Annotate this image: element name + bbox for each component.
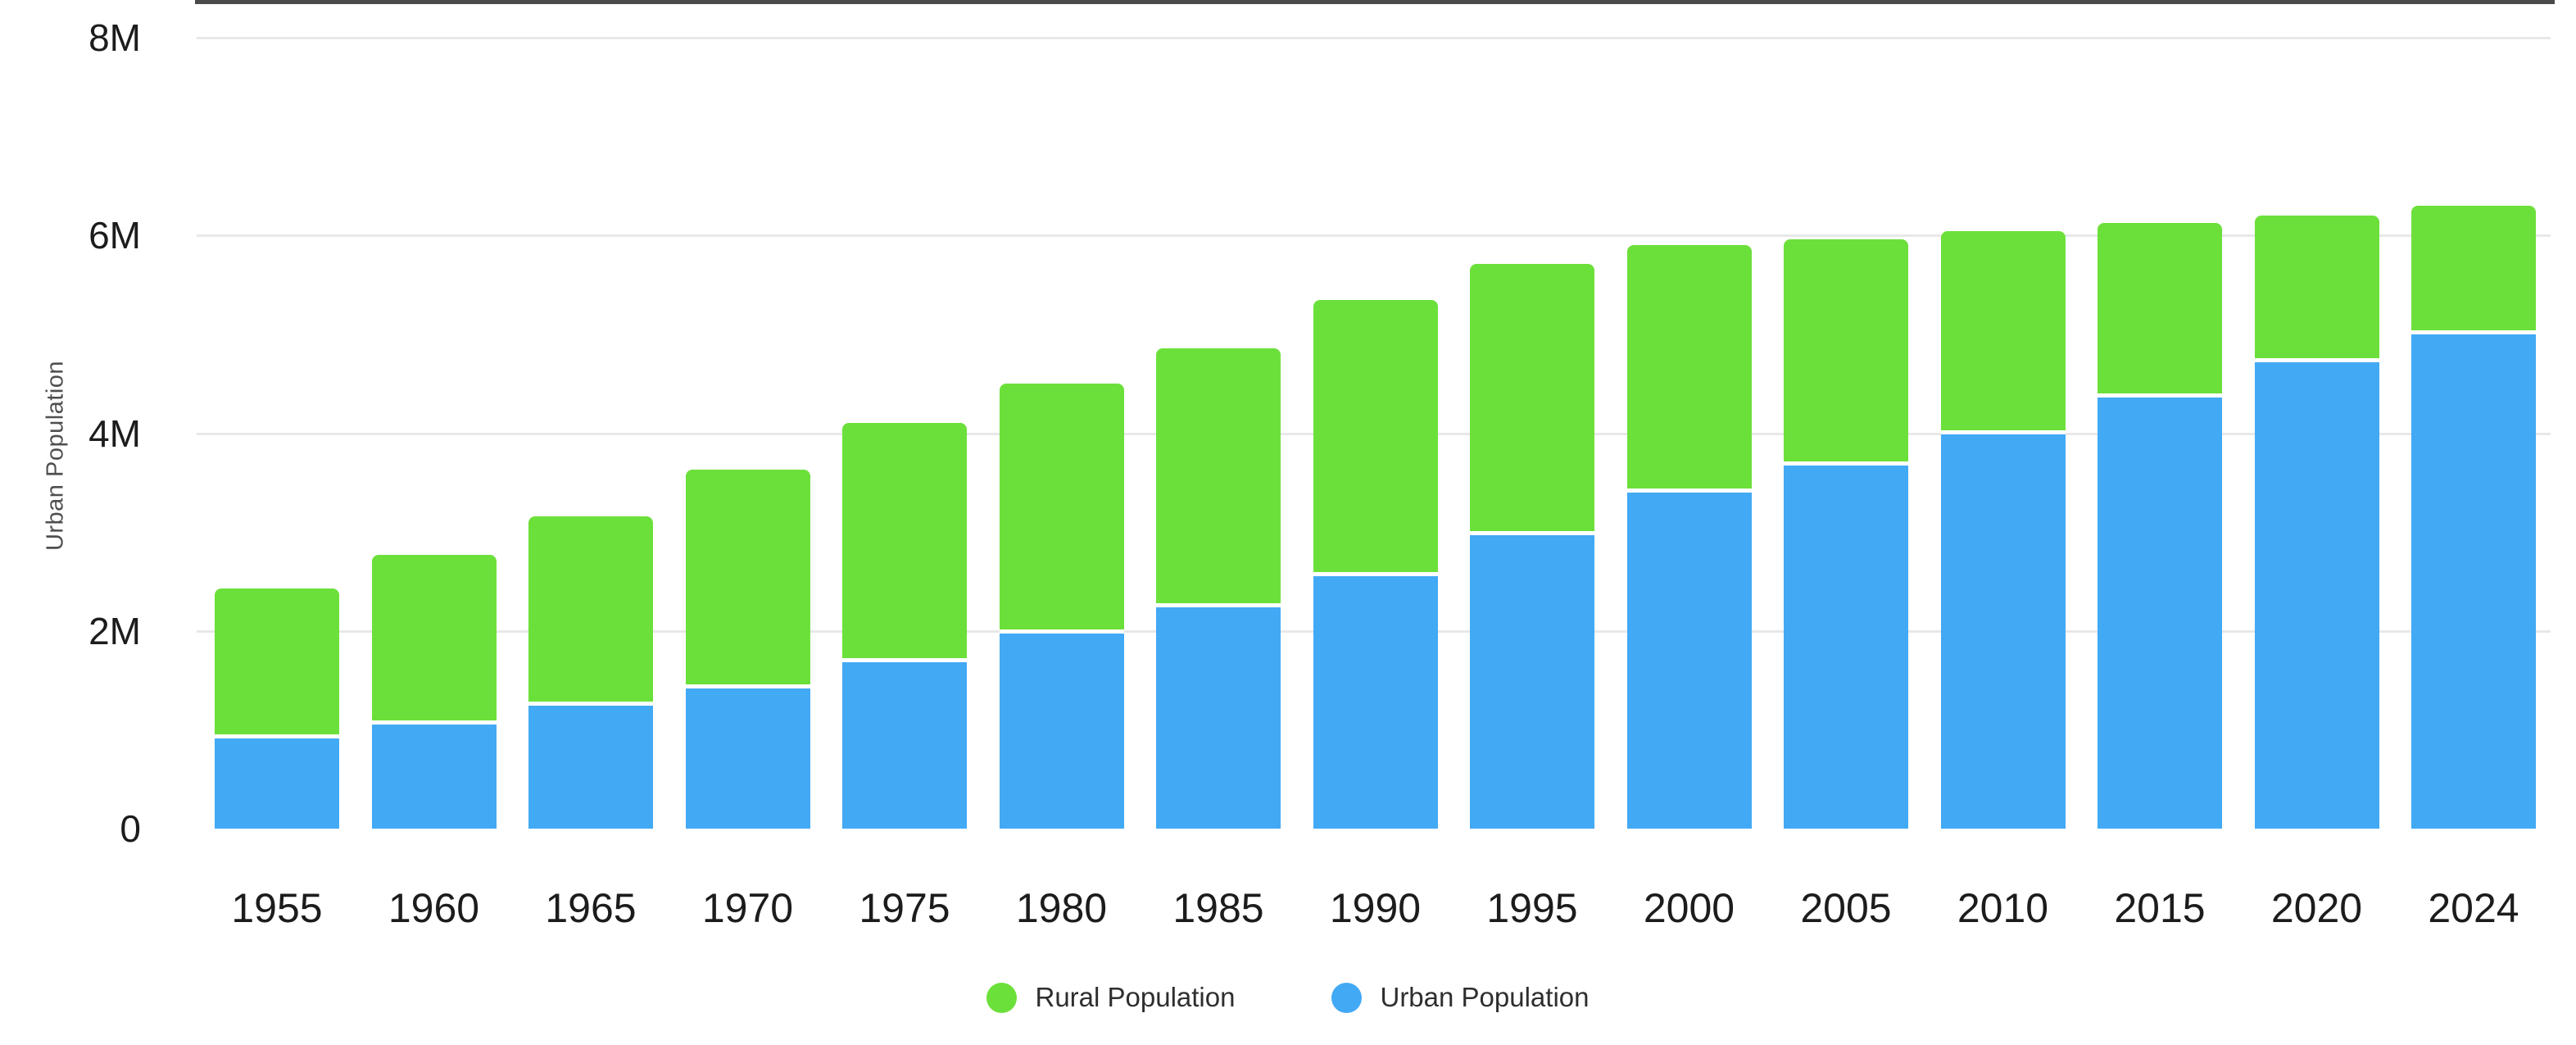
xtick-label-1995: 1995: [1486, 885, 1578, 931]
bar-1980: [999, 384, 1124, 829]
x-axis-line: [195, 0, 2555, 4]
bar-segment-divider: [2411, 329, 2536, 334]
bar-segment-divider: [2254, 357, 2379, 362]
bar-1975: [842, 423, 967, 829]
xtick-label-2015: 2015: [2114, 885, 2206, 931]
bar-segment-divider: [371, 720, 497, 725]
bar-segment-urban-2020[interactable]: [2254, 361, 2379, 829]
bar-segment-divider: [1784, 461, 1908, 466]
bar-segment-urban-1960[interactable]: [371, 725, 497, 829]
bar-segment-urban-1985[interactable]: [1156, 607, 1281, 829]
legend-item-rural-population[interactable]: Rural Population: [986, 982, 1235, 1013]
xtick-label-1970: 1970: [701, 885, 794, 931]
xtick-label-1975: 1975: [859, 885, 950, 931]
bar-segment-rural-2000[interactable]: [1626, 245, 1752, 488]
bar-segment-urban-1975[interactable]: [842, 662, 967, 829]
xtick-label-1965: 1965: [545, 885, 637, 931]
bar-segment-rural-2015[interactable]: [2098, 222, 2222, 394]
ytick-label-8M: 8M: [88, 16, 141, 59]
bar-2015: [2098, 222, 2222, 829]
bar-segment-divider: [2098, 393, 2222, 398]
bar-segment-divider: [1470, 530, 1594, 535]
bar-segment-rural-1960[interactable]: [371, 554, 497, 721]
chart-legend: Rural Population Urban Population: [0, 982, 2576, 1013]
legend-dot-icon: [986, 982, 1018, 1013]
bar-segment-rural-1995[interactable]: [1470, 264, 1594, 531]
xtick-label-2024: 2024: [2428, 885, 2519, 931]
gridline-6M: [197, 234, 2551, 238]
bar-segment-urban-1955[interactable]: [215, 738, 339, 829]
xtick-label-2000: 2000: [1643, 885, 1735, 931]
bar-2024: [2411, 206, 2536, 829]
xtick-label-1990: 1990: [1329, 885, 1422, 931]
bar-1965: [528, 516, 653, 829]
bar-2010: [1940, 231, 2066, 829]
legend-label: Urban Population: [1380, 982, 1590, 1012]
ytick-label-4M: 4M: [88, 411, 141, 455]
bar-1990: [1313, 299, 1438, 829]
bar-segment-rural-1955[interactable]: [215, 588, 339, 735]
bar-1960: [371, 554, 497, 829]
legend-dot-icon: [1331, 982, 1363, 1013]
bar-segment-rural-1975[interactable]: [842, 423, 967, 659]
bar-segment-divider: [528, 702, 653, 707]
bar-segment-urban-1965[interactable]: [528, 706, 653, 829]
xtick-label-2010: 2010: [1957, 885, 2049, 931]
bar-segment-rural-1965[interactable]: [528, 516, 653, 702]
bar-segment-divider: [999, 629, 1124, 634]
bar-2020: [2254, 216, 2379, 829]
bar-segment-divider: [842, 658, 967, 663]
bar-segment-rural-1970[interactable]: [685, 470, 810, 684]
bar-segment-rural-1985[interactable]: [1156, 348, 1281, 603]
xtick-label-1960: 1960: [388, 885, 480, 931]
bar-segment-urban-2015[interactable]: [2098, 398, 2222, 829]
bar-1955: [215, 588, 339, 829]
bar-1985: [1156, 348, 1281, 829]
bar-1995: [1470, 264, 1594, 829]
bar-segment-divider: [685, 684, 810, 688]
legend-item-urban-population[interactable]: Urban Population: [1331, 982, 1590, 1013]
legend-label: Rural Population: [1035, 982, 1236, 1012]
xtick-label-2020: 2020: [2270, 885, 2363, 931]
bar-segment-urban-2010[interactable]: [1940, 434, 2066, 829]
bar-segment-urban-1970[interactable]: [685, 688, 810, 829]
bar-segment-urban-2000[interactable]: [1626, 492, 1752, 829]
xtick-label-2005: 2005: [1800, 885, 1892, 931]
xtick-label-1985: 1985: [1172, 885, 1264, 931]
bar-2000: [1626, 245, 1752, 829]
bar-1970: [685, 470, 810, 829]
bar-segment-divider: [215, 734, 339, 739]
bar-segment-divider: [1626, 488, 1752, 493]
ytick-label-6M: 6M: [88, 214, 141, 257]
bar-segment-rural-2005[interactable]: [1784, 239, 1908, 462]
xtick-label-1980: 1980: [1015, 885, 1108, 931]
bar-segment-rural-1980[interactable]: [999, 384, 1124, 630]
bar-segment-urban-1990[interactable]: [1313, 576, 1438, 829]
ytick-label-0: 0: [120, 807, 141, 850]
bar-segment-rural-2024[interactable]: [2411, 206, 2536, 330]
bar-segment-urban-2024[interactable]: [2411, 334, 2536, 829]
xtick-label-1955: 1955: [231, 885, 323, 931]
bar-segment-divider: [1156, 602, 1281, 607]
gridline-8M: [197, 37, 2551, 39]
bar-2005: [1784, 239, 1908, 829]
ytick-label-2M: 2M: [88, 609, 141, 652]
bar-segment-rural-1990[interactable]: [1313, 299, 1438, 573]
y-axis-title: Urban Population: [42, 360, 69, 552]
bar-segment-urban-2005[interactable]: [1784, 466, 1908, 829]
bar-segment-urban-1980[interactable]: [999, 634, 1124, 829]
bar-segment-rural-2020[interactable]: [2254, 216, 2379, 358]
bar-segment-rural-2010[interactable]: [1940, 231, 2066, 430]
bar-segment-divider: [1313, 572, 1438, 577]
bar-segment-urban-1995[interactable]: [1470, 534, 1594, 829]
bar-segment-divider: [1940, 429, 2066, 434]
